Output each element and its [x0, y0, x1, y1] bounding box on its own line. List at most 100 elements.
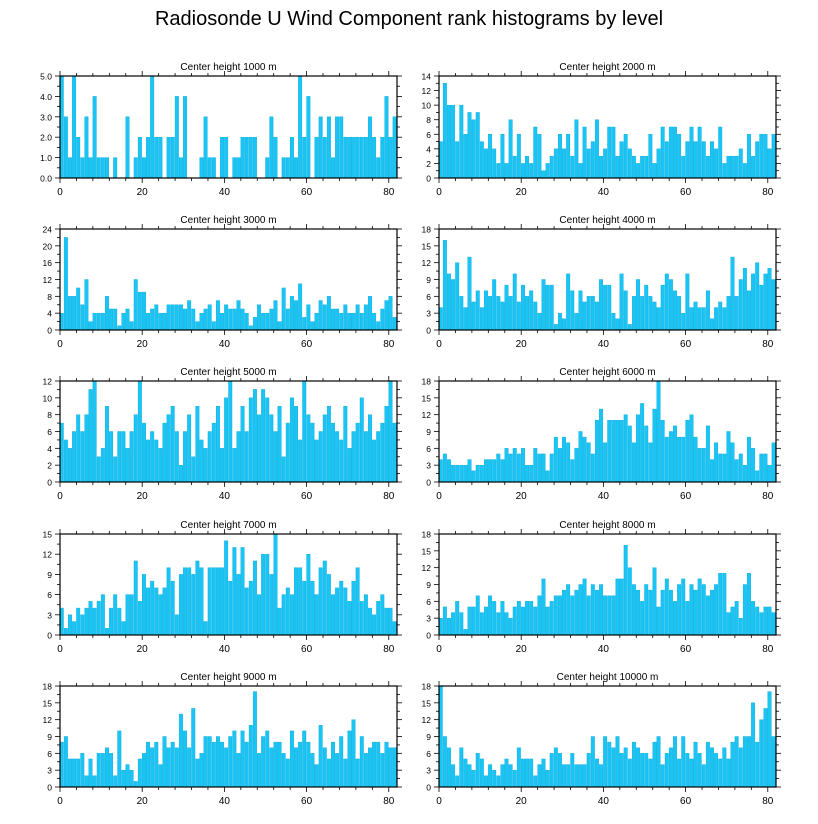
bar — [331, 422, 335, 483]
bar — [372, 312, 377, 331]
bar — [105, 157, 109, 179]
bar — [570, 459, 575, 483]
bar — [265, 730, 270, 788]
x-tick-label: 60 — [301, 339, 313, 350]
bar — [76, 136, 81, 179]
bar — [586, 753, 591, 788]
bar — [442, 606, 447, 636]
bar — [195, 406, 200, 483]
bar — [380, 594, 385, 636]
bar — [174, 747, 179, 788]
bar — [388, 136, 393, 179]
bar — [475, 290, 480, 331]
bar — [380, 753, 385, 788]
bar — [451, 104, 456, 179]
bar — [447, 617, 451, 636]
bar — [203, 308, 208, 331]
bar — [84, 775, 89, 788]
bar — [582, 301, 587, 331]
bar — [388, 747, 393, 788]
bar — [562, 436, 566, 483]
bar — [570, 290, 575, 331]
x-tick-label: 60 — [680, 187, 692, 198]
bar — [289, 136, 294, 179]
y-tick-label: 6 — [47, 590, 52, 600]
bar — [726, 431, 731, 483]
bar — [574, 119, 579, 179]
bar — [63, 628, 68, 636]
bar — [673, 126, 677, 179]
bar — [557, 312, 562, 331]
bar — [640, 296, 645, 331]
bar — [504, 758, 509, 788]
bar — [463, 307, 468, 331]
bar — [302, 730, 307, 788]
bar — [533, 126, 538, 179]
bar — [261, 312, 266, 331]
bar — [240, 308, 245, 331]
bar — [220, 312, 224, 331]
y-tick-label: 8 — [426, 115, 431, 125]
bar — [611, 126, 616, 179]
bar — [582, 764, 587, 788]
bar — [207, 431, 212, 483]
bar — [685, 420, 690, 483]
bar — [525, 758, 530, 788]
bar — [141, 291, 146, 331]
bar — [203, 448, 208, 483]
bar — [701, 141, 706, 179]
bar — [269, 116, 274, 179]
bar — [594, 301, 599, 331]
bar — [72, 758, 77, 788]
bar — [306, 304, 311, 331]
bar — [363, 431, 368, 483]
bar — [244, 312, 249, 331]
bar — [594, 758, 599, 788]
bar — [170, 136, 175, 179]
bar — [496, 296, 501, 331]
bar — [129, 321, 134, 331]
bar — [174, 614, 179, 636]
bar — [529, 290, 534, 331]
bar — [607, 284, 612, 331]
bar — [80, 157, 85, 179]
x-tick-label: 80 — [762, 491, 774, 502]
bar — [623, 290, 628, 331]
y-tick-label: 18 — [422, 530, 432, 540]
bar — [492, 601, 497, 636]
x-tick-label: 0 — [436, 187, 442, 198]
bar — [166, 747, 171, 788]
bar — [755, 141, 760, 179]
bar — [594, 119, 599, 179]
bar — [500, 601, 505, 636]
bar — [244, 136, 249, 179]
bar — [158, 136, 163, 179]
bar — [767, 268, 772, 331]
x-tick-label: 60 — [680, 644, 692, 655]
bar — [500, 301, 505, 331]
bar — [693, 741, 698, 788]
y-tick-label: 24 — [43, 225, 53, 235]
bar — [484, 148, 488, 179]
bar — [521, 284, 525, 331]
bar — [392, 116, 397, 179]
bar — [492, 279, 497, 331]
bar — [154, 741, 159, 788]
bar — [636, 279, 640, 331]
bar — [285, 587, 290, 636]
y-tick-label: 0 — [47, 783, 52, 793]
y-tick-label: 6 — [47, 427, 52, 437]
bar — [326, 296, 331, 331]
bar — [751, 601, 756, 636]
bar — [170, 304, 175, 331]
bar — [459, 747, 464, 788]
bar — [363, 304, 368, 331]
bar — [447, 747, 451, 788]
bar — [586, 296, 591, 331]
bar — [96, 157, 101, 179]
bar — [631, 442, 636, 483]
x-tick-label: 80 — [383, 187, 395, 198]
bar — [759, 612, 764, 636]
bar — [484, 606, 488, 636]
bar — [496, 775, 501, 788]
